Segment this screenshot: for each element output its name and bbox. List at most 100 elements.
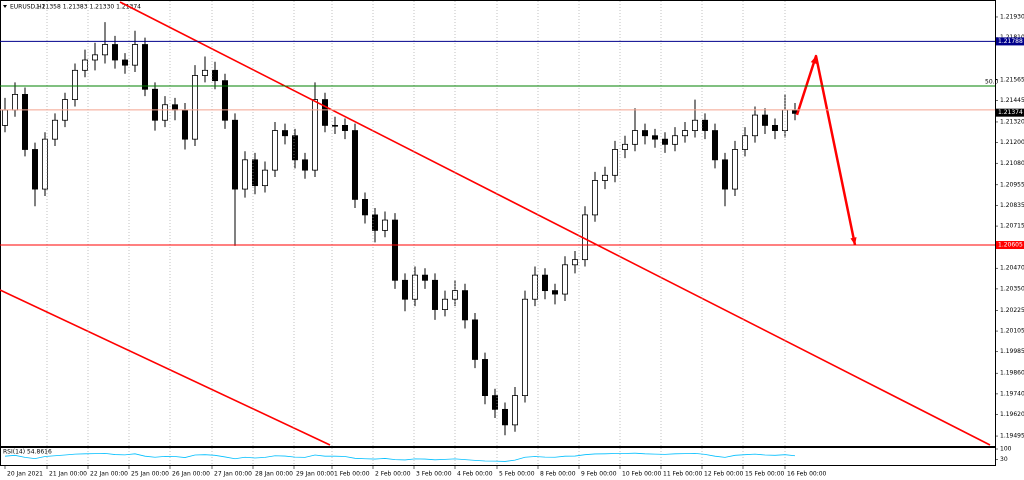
- candle-body: [271, 130, 278, 171]
- candle-body: [461, 290, 468, 321]
- rsi-tick-label: 30: [1000, 456, 1008, 463]
- candle-body: [92, 54, 99, 61]
- chart-title: EURUSD,H1: [10, 4, 46, 11]
- price-tag-label: 1.20605: [998, 242, 1023, 249]
- candle-body: [311, 99, 318, 171]
- candle-body: [231, 119, 238, 190]
- x-tick-label: 26 Jan 00:00: [172, 471, 210, 478]
- candle-body: [672, 135, 679, 145]
- rsi-line: [4, 452, 796, 462]
- x-tick-label: 4 Feb 00:00: [457, 471, 493, 478]
- candle-body: [82, 59, 89, 71]
- level-text: 50.0: [985, 78, 999, 85]
- candle-body: [762, 114, 769, 126]
- x-tick-label: 9 Feb 00:00: [581, 471, 617, 478]
- y-tick-label: 1.21930: [1000, 13, 1024, 20]
- candle-body: [141, 44, 148, 90]
- y-tick-label: 1.20835: [1000, 202, 1024, 209]
- x-tick-label: 22 Jan 00:00: [90, 471, 128, 478]
- candle-body: [122, 59, 129, 66]
- candle-body: [622, 143, 629, 150]
- x-tick-label: 12 Feb 00:00: [704, 471, 744, 478]
- y-tick-label: 1.19495: [1000, 433, 1024, 440]
- candle-body: [351, 130, 358, 200]
- x-tick-label: 21 Jan 00:00: [49, 471, 87, 478]
- candle-body: [662, 138, 669, 145]
- candle-body: [391, 219, 398, 281]
- candle-body: [532, 274, 539, 300]
- x-tick-label: 2 Feb 00:00: [375, 471, 411, 478]
- y-tick-label: 1.21445: [1000, 97, 1024, 104]
- candle-body: [451, 290, 458, 300]
- candle-body: [602, 174, 609, 181]
- candle-body: [732, 149, 739, 190]
- candle-body: [481, 359, 488, 397]
- rsi-tick-label: 100: [1000, 446, 1012, 453]
- x-tick-label: 11 Feb 00:00: [663, 471, 703, 478]
- candle-body: [361, 199, 368, 216]
- x-tick-label: 10 Feb 00:00: [622, 471, 662, 478]
- candle-body: [112, 44, 119, 61]
- candle-body: [11, 94, 18, 111]
- candle-body: [52, 119, 59, 140]
- candle-body: [542, 274, 549, 292]
- candle-body: [512, 395, 519, 426]
- x-tick-label: 16 Feb 00:00: [787, 471, 827, 478]
- candle-body: [181, 109, 188, 140]
- candle-body: [612, 149, 619, 176]
- trend-line: [119, 1, 991, 446]
- candle-body: [281, 130, 288, 137]
- candle-body: [722, 159, 729, 190]
- x-tick-label: 27 Jan 00:00: [214, 471, 252, 478]
- candle-body: [331, 124, 338, 127]
- bid-tag-label: 1.21374: [998, 109, 1023, 116]
- candle-body: [261, 169, 268, 187]
- candle-body: [401, 279, 408, 300]
- candle-body: [21, 94, 28, 150]
- bid-tag: [996, 108, 1024, 117]
- x-tick-label: 28 Jan 00:00: [255, 471, 293, 478]
- y-tick-label: 1.19860: [1000, 370, 1024, 377]
- main-pane: [0, 1, 991, 446]
- candle-body: [381, 219, 388, 231]
- candle-body: [321, 99, 328, 126]
- candle-body: [632, 130, 639, 145]
- candle-body: [171, 104, 178, 111]
- y-tick-label: 1.20470: [1000, 265, 1024, 272]
- y-tick-label: 1.20225: [1000, 307, 1024, 314]
- candle-body: [161, 104, 168, 121]
- candle-body: [251, 159, 258, 187]
- candle-body: [102, 44, 109, 56]
- candle-body: [702, 119, 709, 131]
- candle-body: [682, 130, 689, 137]
- candle-body: [491, 395, 498, 410]
- y-tick-label: 1.19740: [1000, 390, 1024, 397]
- y-tick-label: 1.19620: [1000, 411, 1024, 418]
- candle-body: [752, 114, 759, 137]
- candle-body: [742, 135, 749, 150]
- candle-body: [131, 44, 138, 66]
- candle-body: [772, 124, 779, 131]
- candle-body: [341, 124, 348, 131]
- y-tick-label: 1.21320: [1000, 118, 1024, 125]
- candle-body: [552, 290, 559, 295]
- candle-body: [151, 88, 158, 121]
- trend-line: [0, 289, 331, 446]
- candle-body: [411, 274, 418, 300]
- candle-body: [712, 130, 719, 161]
- candle-body: [211, 69, 218, 82]
- rsi-label: RSI(14) 54.8616: [3, 449, 52, 456]
- y-tick-label: 1.20955: [1000, 181, 1024, 188]
- x-tick-label: 29 Jan 00:00: [296, 471, 334, 478]
- candle-body: [562, 264, 569, 295]
- price-tag: [996, 241, 1024, 250]
- candle-body: [201, 69, 208, 76]
- y-tick-label: 1.21200: [1000, 139, 1024, 146]
- main-pane-border: [0, 0, 996, 447]
- candle-body: [572, 259, 579, 266]
- menu-icon[interactable]: [3, 5, 7, 8]
- quote: 1.21358 1.21383 1.21330 1.21374: [36, 4, 141, 11]
- candle-body: [291, 135, 298, 161]
- candle-body: [221, 80, 228, 121]
